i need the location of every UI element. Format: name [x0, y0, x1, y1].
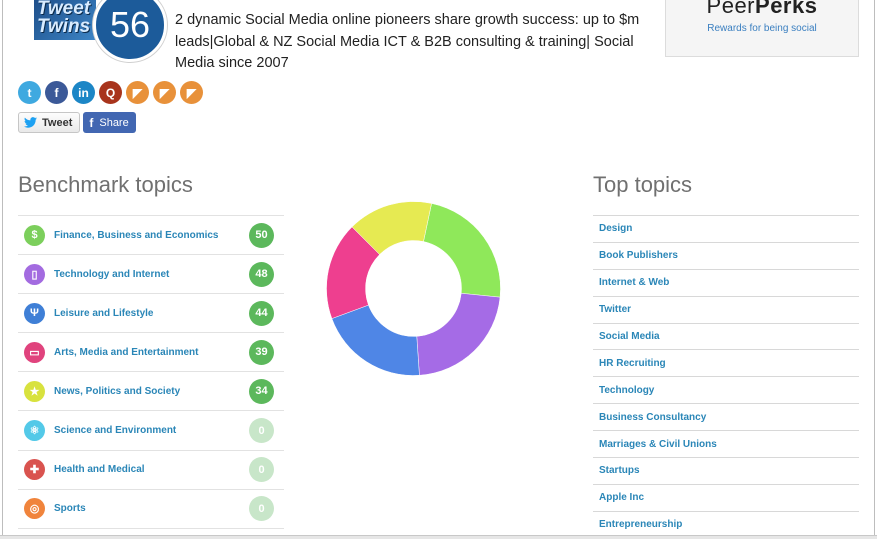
benchmark-topics-heading: Benchmark topics [18, 172, 193, 197]
share-buttons: Tweet f Share [18, 112, 136, 133]
benchmark-topic-row[interactable]: ▯ Technology and Internet 48 [18, 255, 284, 295]
benchmark-topic-row[interactable]: Ψ Leisure and Lifestyle 44 [18, 294, 284, 334]
topic-score-badge: 34 [249, 378, 274, 404]
donut-slice [416, 293, 501, 376]
star-icon: ★ [24, 380, 45, 402]
top-topic-link[interactable]: HR Recruiting [593, 350, 859, 378]
twitter-icon[interactable]: t [18, 81, 41, 104]
top-topics-heading: Top topics [593, 172, 693, 197]
window-border-bottom [0, 535, 877, 539]
klout-icon[interactable]: Q [99, 81, 122, 104]
topic-score-badge: 0 [249, 418, 274, 444]
score-value: 56 [109, 4, 151, 45]
benchmark-topic-link[interactable]: News, Politics and Society [54, 385, 181, 397]
topic-score-badge: 50 [249, 222, 274, 248]
rss-icon[interactable]: ◤ [126, 81, 149, 104]
topic-score-badge: 0 [249, 457, 274, 483]
facebook-f-icon: f [89, 115, 94, 130]
top-topic-link[interactable]: Internet & Web [593, 270, 859, 297]
benchmark-topic-row[interactable]: ◎ Sports 0 [18, 490, 284, 529]
share-label: Share [99, 116, 129, 129]
profile-bio: 2 dynamic Social Media online pioneers s… [175, 12, 640, 71]
top-topic-link[interactable]: Book Publishers [593, 243, 859, 270]
window-border-left [2, 0, 3, 539]
benchmark-topic-link[interactable]: Science and Environment [54, 425, 177, 437]
topics-donut-chart [326, 201, 501, 376]
benchmark-topic-link[interactable]: Sports [54, 503, 86, 515]
tweet-label: Tweet [42, 116, 73, 129]
dollar-icon: $ [24, 224, 45, 246]
facebook-share-button[interactable]: f Share [83, 112, 136, 133]
top-topic-link[interactable]: Technology [593, 377, 859, 405]
top-topic-link[interactable]: Design [593, 216, 859, 243]
klout-score-badge: 56 [93, 0, 167, 62]
topic-score-badge: 0 [249, 496, 274, 522]
benchmark-topic-link[interactable]: Leisure and Lifestyle [54, 307, 154, 319]
rss-icon[interactable]: ◤ [153, 81, 176, 104]
top-topics-list: Design Book Publishers Internet & Web Twitt… [593, 215, 859, 539]
donut-slice [351, 201, 432, 255]
top-topic-link[interactable]: Apple Inc [593, 485, 859, 512]
peerperks-tagline: Rewards for being social [707, 23, 817, 34]
atom-icon: ⚛ [24, 420, 45, 442]
window-border-right [874, 0, 875, 539]
profile-avatar[interactable]: Tweet Twins [34, 0, 96, 40]
top-topic-link[interactable]: Twitter [593, 297, 859, 324]
social-profile-links: t f in Q ◤ ◤ ◤ [18, 81, 203, 104]
benchmark-topic-link[interactable]: Health and Medical [54, 464, 145, 476]
top-topic-link[interactable]: Social Media [593, 324, 859, 351]
benchmark-topic-row[interactable]: ✚ Health and Medical 0 [18, 451, 284, 490]
donut-slice [423, 203, 501, 298]
benchmark-topic-link[interactable]: Arts, Media and Entertainment [54, 346, 199, 358]
sports-icon: ◎ [24, 498, 45, 520]
benchmark-topic-row[interactable]: ▭ Arts, Media and Entertainment 39 [18, 333, 284, 373]
top-topic-link[interactable]: Business Consultancy [593, 404, 859, 432]
linkedin-icon[interactable]: in [72, 81, 95, 104]
benchmark-topic-row[interactable]: ⚛ Science and Environment 0 [18, 411, 284, 451]
avatar-logo-text: Tweet Twins [37, 0, 91, 37]
cross-icon: ✚ [24, 459, 45, 481]
peerperks-logo: PeerPerks [706, 0, 818, 18]
rss-icon[interactable]: ◤ [180, 81, 203, 104]
top-topic-link[interactable]: Marriages & Civil Unions [593, 431, 859, 459]
twitter-bird-icon [24, 117, 37, 128]
tweet-button[interactable]: Tweet [18, 112, 81, 133]
phone-icon: ▯ [24, 263, 45, 285]
monitor-icon: ▭ [24, 341, 45, 363]
donut-slice [331, 304, 420, 376]
lifestyle-icon: Ψ [24, 302, 45, 324]
topic-score-badge: 39 [249, 339, 274, 365]
topic-score-badge: 48 [249, 261, 274, 287]
benchmark-topic-row[interactable]: ★ News, Politics and Society 34 [18, 372, 284, 412]
topic-score-badge: 44 [249, 300, 274, 326]
facebook-icon[interactable]: f [45, 81, 68, 104]
peerperks-banner[interactable]: PeerPerks Rewards for being social [665, 0, 859, 57]
top-topic-link[interactable]: Startups [593, 458, 859, 485]
benchmark-topic-link[interactable]: Technology and Internet [54, 268, 170, 280]
benchmark-topic-row[interactable]: $ Finance, Business and Economics 50 [18, 216, 284, 256]
benchmark-topics-list: $ Finance, Business and Economics 50 ▯ Techn… [18, 215, 284, 529]
benchmark-topic-link[interactable]: Finance, Business and Economics [54, 229, 219, 241]
